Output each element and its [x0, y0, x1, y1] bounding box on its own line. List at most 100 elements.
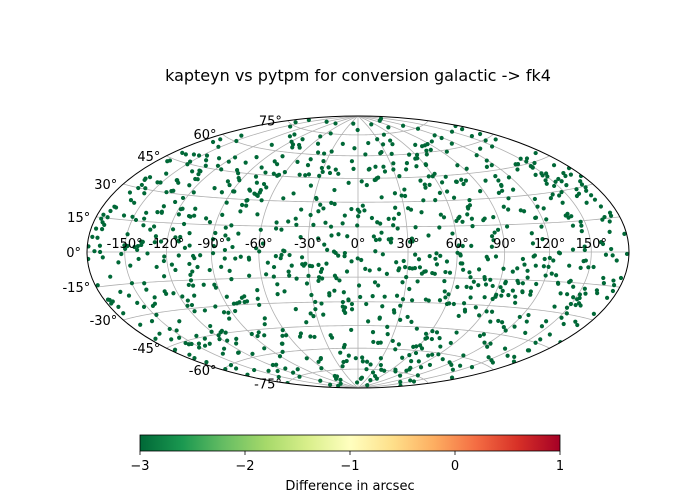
data-point	[414, 164, 419, 169]
data-point	[291, 191, 296, 196]
data-point	[427, 182, 432, 187]
y-tick-label: 75°	[259, 115, 282, 130]
data-point	[357, 209, 362, 214]
data-point	[173, 235, 178, 240]
data-point	[399, 193, 404, 198]
data-point	[271, 264, 277, 270]
data-point	[233, 366, 239, 371]
data-point	[182, 245, 188, 250]
data-point	[393, 205, 398, 210]
data-point	[306, 117, 311, 123]
data-point	[434, 330, 440, 335]
data-point	[258, 227, 263, 232]
data-point	[413, 142, 418, 147]
data-point	[254, 192, 259, 197]
data-point	[464, 166, 469, 171]
data-point	[418, 343, 423, 348]
data-point	[369, 215, 375, 221]
data-point	[298, 331, 304, 336]
data-point	[422, 269, 427, 274]
data-point	[578, 265, 583, 270]
data-point	[385, 324, 390, 329]
data-point	[222, 256, 227, 261]
data-point	[430, 174, 435, 179]
data-point	[513, 294, 518, 299]
x-tick-label: 150°	[576, 237, 607, 252]
data-point	[188, 159, 193, 164]
data-point	[319, 165, 324, 171]
colorbar-gradient	[139, 434, 561, 452]
data-point	[262, 316, 267, 321]
data-point	[280, 349, 285, 354]
data-point	[217, 337, 222, 342]
data-point	[195, 264, 200, 270]
data-point	[352, 146, 357, 151]
data-point	[271, 274, 276, 279]
data-point	[556, 176, 561, 182]
data-point	[177, 319, 182, 324]
data-point	[189, 302, 195, 308]
data-point	[192, 293, 197, 298]
data-point	[564, 311, 569, 316]
data-point	[378, 362, 383, 368]
data-point	[189, 341, 194, 347]
data-point	[499, 293, 504, 298]
data-point	[398, 317, 403, 323]
data-point	[386, 216, 391, 221]
data-point	[556, 250, 562, 255]
data-point	[224, 294, 229, 299]
data-point	[306, 172, 312, 177]
data-point	[525, 275, 530, 280]
data-point	[446, 292, 451, 297]
data-point	[297, 334, 303, 339]
data-point	[190, 253, 196, 259]
data-point	[332, 273, 338, 278]
parallel-line-3	[123, 301, 593, 321]
data-point	[500, 288, 505, 293]
data-point	[449, 129, 455, 134]
data-point	[574, 187, 579, 192]
data-point	[561, 170, 566, 176]
data-point	[97, 249, 103, 255]
data-point	[600, 217, 605, 222]
data-point	[490, 360, 495, 365]
data-point	[501, 204, 506, 209]
data-point	[518, 208, 523, 213]
data-point	[216, 333, 221, 338]
data-point	[496, 190, 501, 195]
data-point	[204, 158, 209, 163]
data-point	[177, 335, 182, 340]
y-tick-label: 60°	[193, 128, 216, 143]
data-point	[314, 196, 319, 201]
data-point	[293, 120, 298, 125]
data-point	[543, 178, 548, 183]
data-point	[232, 155, 238, 160]
data-point	[540, 237, 545, 242]
data-point	[255, 212, 260, 217]
data-point	[279, 227, 284, 232]
data-point	[309, 292, 314, 298]
data-point	[332, 288, 337, 293]
data-point	[363, 152, 368, 157]
data-point	[375, 220, 380, 225]
x-tick-label: -90°	[197, 237, 225, 252]
data-point	[464, 284, 469, 289]
data-point	[520, 256, 526, 262]
data-point	[321, 312, 326, 317]
data-point	[116, 260, 121, 265]
data-point	[476, 267, 482, 272]
data-point	[473, 305, 478, 310]
data-point	[164, 171, 169, 176]
colorbar-tick-label: 1	[556, 459, 564, 474]
data-point	[525, 348, 531, 353]
data-point	[559, 315, 564, 320]
data-point	[234, 138, 239, 144]
data-point	[465, 212, 470, 217]
data-point	[501, 266, 506, 271]
data-point	[474, 153, 479, 158]
data-point	[290, 370, 296, 375]
data-point	[356, 283, 362, 288]
data-point	[93, 226, 99, 231]
data-point	[380, 304, 385, 309]
data-point	[500, 188, 505, 193]
